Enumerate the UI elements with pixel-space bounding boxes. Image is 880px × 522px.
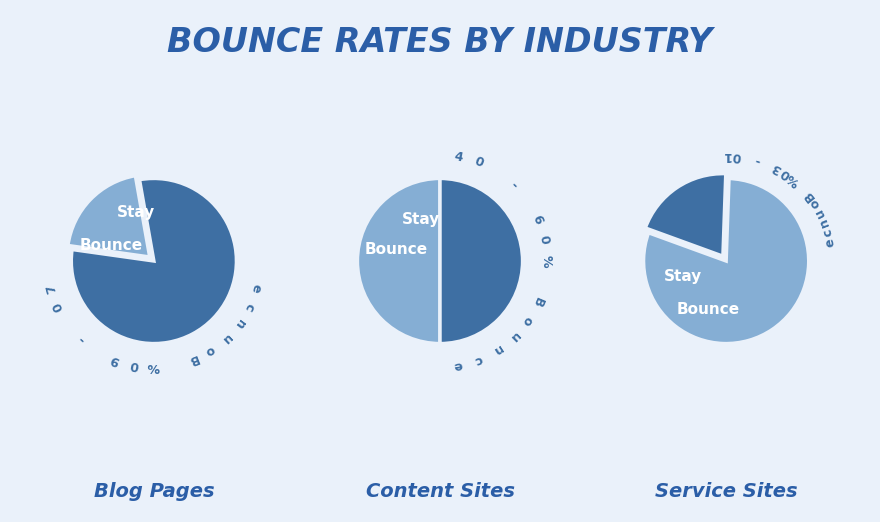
Text: B: B — [801, 187, 817, 203]
Text: e: e — [453, 358, 464, 372]
Text: %: % — [539, 255, 553, 267]
Text: Bounce: Bounce — [364, 242, 428, 257]
Wedge shape — [68, 176, 150, 257]
Wedge shape — [71, 179, 237, 343]
Text: %: % — [785, 171, 803, 189]
Text: 0: 0 — [51, 300, 66, 314]
Text: Content Sites: Content Sites — [365, 482, 515, 501]
Text: 7: 7 — [44, 282, 59, 294]
Text: 0: 0 — [473, 155, 485, 170]
Text: Stay: Stay — [664, 269, 702, 284]
Text: c: c — [242, 301, 257, 313]
Wedge shape — [440, 179, 523, 343]
Text: Stay: Stay — [401, 212, 440, 228]
Text: Service Sites: Service Sites — [655, 482, 797, 501]
Text: 1: 1 — [722, 149, 730, 162]
Text: Stay: Stay — [117, 205, 156, 220]
Wedge shape — [643, 179, 809, 343]
Text: 0: 0 — [128, 358, 140, 372]
Text: Bounce: Bounce — [79, 238, 143, 253]
Text: 0: 0 — [779, 166, 793, 182]
Text: o: o — [807, 197, 823, 211]
Text: c: c — [473, 352, 484, 367]
Text: 0: 0 — [731, 149, 742, 163]
Text: BOUNCE RATES BY INDUSTRY: BOUNCE RATES BY INDUSTRY — [167, 26, 713, 59]
Text: 0: 0 — [537, 234, 551, 246]
Text: e: e — [248, 282, 263, 294]
Text: 4: 4 — [453, 150, 464, 164]
Text: Blog Pages: Blog Pages — [93, 482, 215, 501]
Wedge shape — [645, 174, 726, 256]
Wedge shape — [357, 179, 440, 343]
Text: u: u — [218, 331, 233, 346]
Text: n: n — [231, 316, 246, 331]
Text: B: B — [186, 352, 199, 367]
Text: e: e — [823, 238, 838, 248]
Text: o: o — [519, 313, 535, 328]
Text: 9: 9 — [109, 352, 121, 367]
Text: o: o — [203, 343, 217, 358]
Text: -: - — [508, 179, 520, 192]
Text: B: B — [530, 295, 546, 309]
Text: u: u — [812, 206, 828, 220]
Text: -: - — [76, 332, 88, 345]
Text: 3: 3 — [770, 160, 783, 176]
Text: %: % — [148, 360, 160, 373]
Text: n: n — [490, 342, 504, 358]
Text: c: c — [821, 227, 835, 238]
Text: Bounce: Bounce — [677, 302, 740, 317]
Text: u: u — [506, 329, 522, 345]
Text: 6: 6 — [530, 213, 545, 227]
Text: n: n — [817, 216, 832, 229]
Text: -: - — [753, 153, 762, 167]
